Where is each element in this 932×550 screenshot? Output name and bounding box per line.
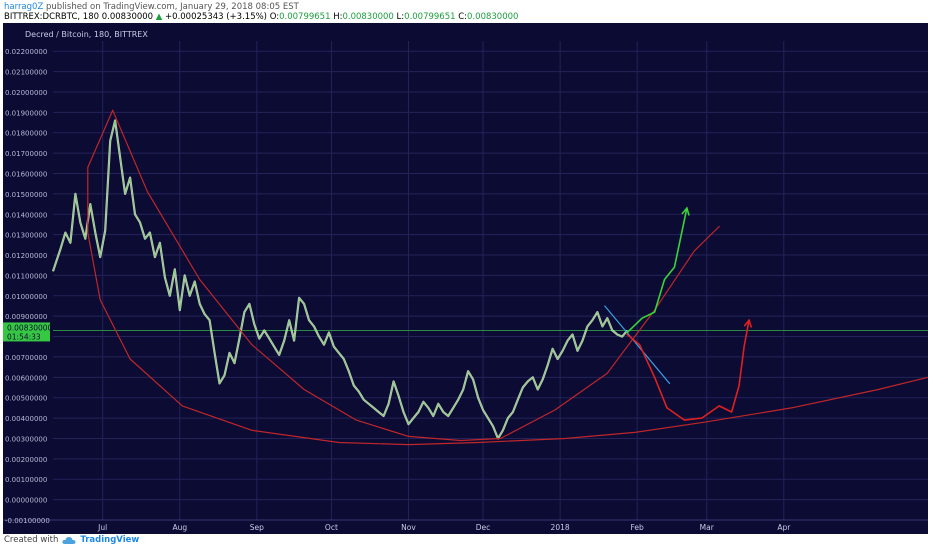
price-chart[interactable]: 0.02200000 0.02100000 0.02000000 0.01900000… xyxy=(3,23,929,534)
y-tick-label: 0.01800000 xyxy=(5,130,47,138)
created-with-text: Created with xyxy=(4,535,59,545)
chart-panel[interactable]: 0.02200000 0.02100000 0.02000000 0.01900000… xyxy=(3,23,929,534)
x-tick-label: Mar xyxy=(700,523,715,532)
publish-info: harrag0Z published on TradingView.com, J… xyxy=(4,2,299,12)
y-tick-label: 0.01300000 xyxy=(5,232,47,240)
y-tick-label: 0.01700000 xyxy=(5,150,47,158)
outer-arc-curve xyxy=(112,109,720,442)
x-tick-label: Aug xyxy=(172,523,187,532)
x-axis-labels: Jul Aug Sep Oct Nov Dec 2018 Feb Mar Apr xyxy=(97,523,791,532)
price-series-line xyxy=(51,119,629,440)
price-value: 0.00830000 xyxy=(101,12,154,22)
inner-arc-curve xyxy=(87,109,929,446)
y-tick-label: 0.02000000 xyxy=(5,89,47,97)
y-tick-label: 0.00000000 xyxy=(5,497,47,505)
symbol-label: BITTREX:DCRBTC, 180 xyxy=(4,12,100,22)
green-projection-path xyxy=(626,207,688,334)
up-arrow-icon: ▲ xyxy=(155,12,163,22)
low-label: L: xyxy=(396,12,405,22)
cloud-logo-icon xyxy=(62,536,76,544)
y-tick-label: 0.01500000 xyxy=(5,191,47,199)
y-tick-label: 0.00200000 xyxy=(5,456,47,464)
y-tick-label: 0.01600000 xyxy=(5,170,47,178)
green-arrowhead-icon xyxy=(681,206,690,216)
y-tick-label: 0.02200000 xyxy=(5,48,47,56)
close-value: 0.00830000 xyxy=(467,12,519,22)
red-arrowhead-icon xyxy=(743,318,752,328)
x-tick-label: Jul xyxy=(97,523,107,532)
symbol-bar: BITTREX:DCRBTC, 180 0.00830000 ▲ +0.0002… xyxy=(4,12,518,22)
y-tick-label: 0.00300000 xyxy=(5,435,47,443)
y-tick-label: -0.00100000 xyxy=(5,517,50,525)
last-price-label: 0.00830000 xyxy=(7,323,53,332)
y-tick-label: 0.02100000 xyxy=(5,69,47,77)
x-tick-label: Apr xyxy=(777,523,791,532)
close-label: C: xyxy=(458,12,468,22)
y-tick-label: 0.01200000 xyxy=(5,252,47,260)
open-label: O: xyxy=(269,12,280,22)
y-tick-label: 0.00900000 xyxy=(5,313,47,321)
grid-lines xyxy=(3,41,928,521)
y-axis-labels: 0.02200000 0.02100000 0.02000000 0.01900000… xyxy=(5,48,50,525)
countdown-label: 01:54:33 xyxy=(7,332,41,341)
drawing-overlays xyxy=(87,109,929,446)
y-tick-label: 0.01000000 xyxy=(5,293,47,301)
footer: Created with TradingView xyxy=(4,535,139,545)
blue-trendline xyxy=(604,305,671,384)
y-tick-label: 0.01100000 xyxy=(5,272,47,280)
high-label: H: xyxy=(333,12,343,22)
x-tick-label: 2018 xyxy=(551,523,570,532)
x-tick-label: Nov xyxy=(401,523,416,532)
y-tick-label: 0.00400000 xyxy=(5,415,47,423)
y-tick-label: 0.00500000 xyxy=(5,395,47,403)
price-series-highlight xyxy=(52,120,628,439)
open-value: 0.00799651 xyxy=(279,12,331,22)
change-value: +0.00025343 (+3.15%) xyxy=(165,12,268,22)
author-link[interactable]: harrag0Z xyxy=(4,2,44,12)
y-tick-label: 0.01400000 xyxy=(5,211,47,219)
low-value: 0.00799651 xyxy=(404,12,456,22)
x-tick-label: Sep xyxy=(250,523,264,532)
published-text: published on TradingView.com, January 29… xyxy=(45,2,299,12)
chart-title: Decred / Bitcoin, 180, BITTREX xyxy=(25,30,148,39)
high-value: 0.00830000 xyxy=(342,12,394,22)
x-tick-label: Oct xyxy=(325,523,338,532)
y-tick-label: 0.00600000 xyxy=(5,374,47,382)
x-tick-label: Dec xyxy=(476,523,491,532)
y-tick-label: 0.00100000 xyxy=(5,476,47,484)
tradingview-link[interactable]: TradingView xyxy=(80,535,140,545)
price-axis-label: 0.00830000 01:54:33 xyxy=(3,322,53,342)
y-tick-label: 0.00700000 xyxy=(5,354,47,362)
plot-area[interactable] xyxy=(51,119,629,440)
y-tick-label: 0.01900000 xyxy=(5,109,47,117)
red-projection-path xyxy=(626,319,750,421)
x-tick-label: Feb xyxy=(631,523,645,532)
